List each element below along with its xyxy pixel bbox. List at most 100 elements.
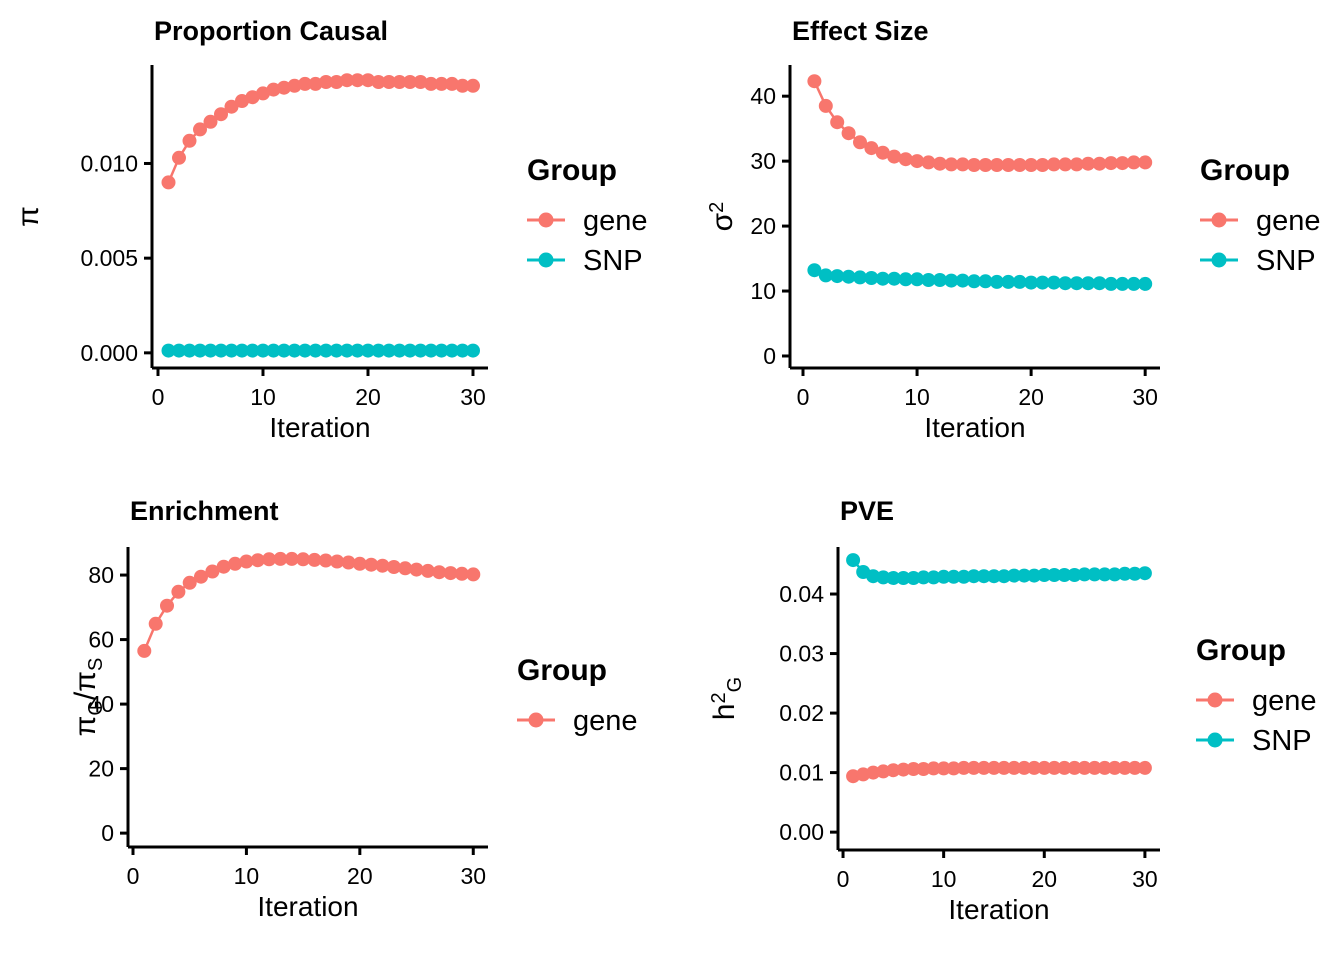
data-point-gene (318, 553, 333, 568)
data-point-SNP (1137, 566, 1152, 581)
data-point-gene (364, 557, 379, 572)
data-point-gene (910, 154, 925, 169)
data-point-gene (298, 76, 312, 91)
data-point-gene (182, 133, 197, 148)
data-point-gene (434, 76, 449, 91)
data-point-SNP (424, 343, 438, 358)
data-point-SNP (997, 569, 1011, 584)
series-line-gene (813, 80, 1146, 167)
data-point-gene (976, 760, 991, 775)
data-point-gene (216, 559, 231, 574)
data-point-SNP (853, 270, 867, 285)
x-tick-label: 10 (904, 384, 930, 410)
y-tick-label: 10 (750, 278, 776, 304)
data-point-gene (1087, 760, 1102, 775)
data-point-gene (340, 73, 354, 88)
series-line-gene (167, 78, 473, 183)
data-point-gene (967, 158, 982, 172)
data-point-SNP (1097, 567, 1112, 582)
data-point-gene (203, 114, 218, 129)
legend-key-dot-SNP (1211, 252, 1227, 268)
data-point-SNP (946, 569, 961, 584)
data-point-gene (1047, 760, 1062, 775)
data-point-gene (807, 74, 822, 89)
data-point-SNP (955, 273, 970, 288)
panel-title: PVE (840, 496, 894, 526)
data-point-gene (887, 149, 902, 164)
data-point-gene (235, 94, 249, 108)
data-point-SNP (989, 274, 1004, 289)
data-point-gene (250, 553, 265, 568)
series-SNP (161, 343, 480, 358)
data-point-SNP (161, 343, 176, 358)
data-point-SNP (1037, 568, 1052, 582)
data-point-gene (916, 762, 931, 776)
data-point-SNP (235, 343, 249, 358)
legend-label-SNP: SNP (1256, 245, 1316, 277)
data-point-SNP (1012, 274, 1027, 289)
x-axis-title: Iteration (948, 894, 1049, 925)
data-point-gene (466, 567, 481, 582)
legend-key-dot-gene (538, 212, 554, 228)
legend-title: Group (1200, 154, 1290, 187)
x-axis-title: Iteration (269, 412, 370, 443)
data-point-SNP (886, 571, 901, 585)
data-point-gene (171, 584, 186, 599)
legend-title: Group (1196, 634, 1286, 667)
data-point-gene (1107, 760, 1122, 775)
x-axis-title: Iteration (924, 412, 1025, 443)
data-point-SNP (887, 271, 902, 286)
y-tick-label: 40 (750, 83, 776, 109)
data-point-gene (403, 75, 417, 89)
data-point-gene (266, 82, 281, 97)
data-point-SNP (266, 343, 281, 358)
data-point-SNP (413, 343, 428, 358)
data-point-SNP (308, 343, 323, 358)
data-point-gene (1069, 157, 1084, 172)
x-tick-label: 0 (152, 384, 165, 410)
y-axis-title: π (12, 206, 45, 227)
data-point-gene (413, 75, 428, 89)
data-point-SNP (329, 343, 344, 358)
data-point-gene (1007, 760, 1022, 775)
x-tick-label: 20 (355, 384, 381, 410)
data-point-gene (308, 76, 323, 91)
data-point-SNP (966, 569, 981, 584)
y-tick-label: 20 (750, 213, 776, 239)
data-point-SNP (445, 343, 459, 358)
data-point-SNP (193, 343, 207, 358)
data-point-gene (329, 75, 344, 89)
data-point-SNP (1035, 275, 1050, 290)
data-point-SNP (987, 569, 1001, 584)
data-point-gene (1024, 158, 1039, 172)
data-point-gene (886, 763, 901, 778)
legend-title: Group (517, 654, 607, 687)
data-point-SNP (340, 343, 354, 358)
data-point-gene (841, 126, 856, 141)
data-point-gene (160, 598, 174, 613)
data-point-gene (432, 565, 447, 580)
data-point-SNP (1092, 276, 1107, 291)
y-tick-label: 0.00 (779, 819, 824, 845)
data-point-SNP (466, 343, 480, 358)
data-point-SNP (906, 571, 921, 585)
data-point-gene (1127, 760, 1142, 775)
data-point-gene (392, 75, 407, 89)
data-point-gene (1126, 155, 1141, 170)
data-point-SNP (434, 343, 449, 358)
y-tick-label: 20 (88, 756, 114, 782)
data-point-SNP (976, 569, 991, 584)
data-point-SNP (256, 343, 270, 358)
data-point-SNP (203, 343, 218, 358)
data-point-gene (946, 761, 961, 776)
x-tick-label: 30 (460, 863, 486, 889)
data-point-gene (1067, 760, 1082, 775)
data-point-gene (307, 552, 322, 567)
data-point-SNP (1107, 567, 1122, 582)
y-tick-label: 0.005 (80, 245, 138, 271)
data-point-gene (193, 122, 207, 137)
data-point-gene (955, 157, 970, 172)
x-tick-label: 0 (797, 384, 810, 410)
data-point-gene (936, 761, 951, 776)
data-point-SNP (910, 272, 925, 287)
